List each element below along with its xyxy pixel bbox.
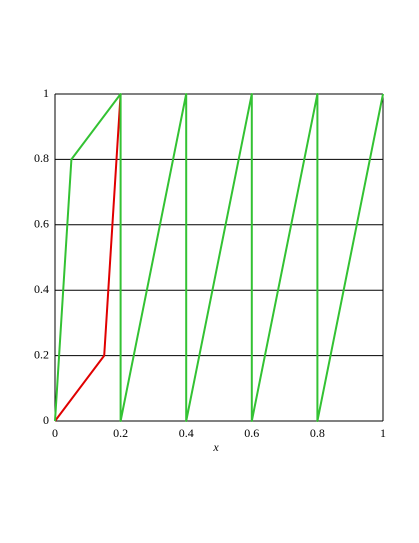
x-tick-label: 0 xyxy=(52,426,58,440)
x-tick-label: 0.8 xyxy=(310,426,325,440)
x-tick-label: 0.2 xyxy=(113,426,128,440)
x-tick-label: 1 xyxy=(380,426,386,440)
x-axis-label: x xyxy=(212,440,219,454)
y-tick-label: 0.4 xyxy=(34,282,49,296)
y-tick-label: 1 xyxy=(43,86,49,100)
line xyxy=(54,93,122,422)
y-tick-label: 0.2 xyxy=(34,347,49,361)
x-tick-label: 0.6 xyxy=(244,426,259,440)
y-tick-label: 0.8 xyxy=(34,151,49,165)
y-tick-label: 0 xyxy=(43,413,49,427)
line xyxy=(54,93,384,422)
x-tick-label: 0.4 xyxy=(179,426,194,440)
y-tick-label: 0.6 xyxy=(34,217,49,231)
